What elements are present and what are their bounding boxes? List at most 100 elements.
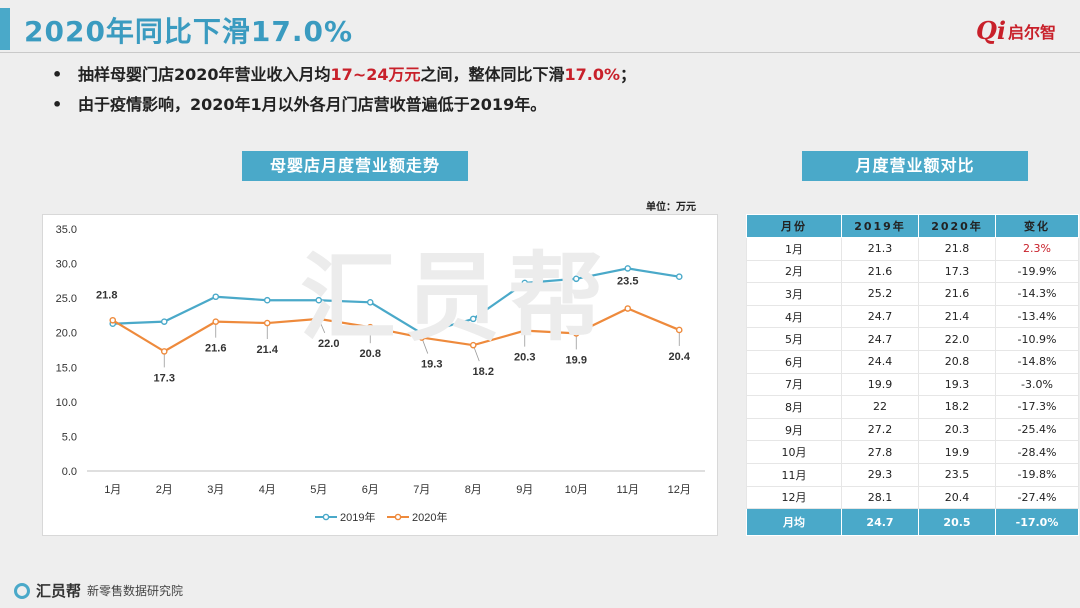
cell-2020: 20.8: [918, 349, 996, 374]
data-point: [366, 298, 374, 306]
x-tick-label: 3月: [207, 484, 224, 496]
bullet-dot: •: [52, 65, 63, 84]
avg-2020: 20.5: [918, 508, 996, 537]
cell-2019: 27.8: [841, 440, 919, 464]
cell-month: 1月: [746, 237, 842, 261]
x-tick-label: 11月: [617, 484, 639, 496]
cell-change: -14.3%: [995, 282, 1079, 306]
data-label: 19.3: [421, 359, 442, 371]
cell-2019: 24.4: [841, 349, 919, 374]
bullet-text: 抽样母婴门店2020年营业收入月均17~24万元之间，整体同比下滑17.0%；: [78, 65, 637, 84]
title-accent-bar: [0, 8, 10, 50]
data-label: 23.5: [617, 276, 638, 288]
bullet-item: • 抽样母婴门店2020年营业收入月均17~24万元之间，整体同比下滑17.0%…: [52, 60, 636, 90]
cell-change: -28.4%: [995, 440, 1079, 464]
title-divider: [0, 52, 1080, 53]
cell-2019: 24.7: [841, 304, 919, 329]
cell-change: -19.8%: [995, 462, 1079, 487]
data-point: [469, 315, 477, 323]
cell-change: -3.0%: [995, 372, 1079, 397]
data-point: [572, 330, 580, 337]
cell-2019: 21.3: [841, 237, 919, 261]
watermark: 汇员帮: [300, 242, 612, 354]
y-tick-label: 5.0: [62, 431, 77, 443]
header-2020: 2020年: [918, 214, 996, 238]
data-point: [160, 348, 168, 355]
line-chart: 0.0 5.0 10.0 15.0 20.0 25.0 30.0 35.0 1月 2月 3月 4月 5月…: [56, 224, 705, 524]
table-section-title: 月度营业额对比: [802, 151, 1028, 181]
footer: 汇员帮 新零售数据研究院: [14, 580, 183, 601]
x-tick-label: 8月: [465, 484, 482, 496]
footer-text: 新零售数据研究院: [87, 584, 184, 598]
cell-2019: 21.6: [841, 259, 919, 284]
cell-month: 12月: [746, 485, 842, 510]
table-row: 7月 19.9 19.3 -3.0%: [746, 372, 1079, 397]
cell-change: 2.3%: [995, 237, 1079, 261]
data-label: 18.2: [473, 366, 494, 378]
chart-section-title: 母婴店月度营业额走势: [242, 151, 468, 181]
table-row: 9月 27.2 20.3 -25.4%: [746, 417, 1079, 442]
data-point: [212, 318, 220, 325]
table-row: 5月 24.7 22.0 -10.9%: [746, 327, 1079, 351]
cell-change: -10.9%: [995, 327, 1079, 351]
cell-2019: 19.9: [841, 372, 919, 397]
unit-label: 单位：万元: [646, 202, 696, 213]
y-tick-label: 10.0: [56, 397, 77, 409]
cell-2020: 18.2: [918, 395, 996, 419]
cell-month: 11月: [746, 462, 842, 487]
y-tick-label: 15.0: [56, 362, 77, 374]
table-row: 8月 22 18.2 -17.3%: [746, 395, 1079, 419]
x-tick-label: 9月: [516, 484, 533, 496]
data-point: [212, 293, 220, 301]
cell-month: 9月: [746, 417, 842, 442]
brand-logo: Qi 启尔智: [976, 16, 1056, 45]
cell-change: -25.4%: [995, 417, 1079, 442]
cell-2019: 22: [841, 395, 919, 419]
cell-2019: 27.2: [841, 417, 919, 442]
x-tick-label: 2月: [156, 484, 173, 496]
cell-change: -19.9%: [995, 259, 1079, 284]
y-tick-label: 25.0: [56, 293, 77, 305]
cell-2019: 29.3: [841, 462, 919, 487]
table-row: 2月 21.6 17.3 -19.9%: [746, 259, 1079, 284]
x-tick-label: 12月: [668, 484, 691, 496]
data-label: 21.6: [205, 343, 226, 355]
series-line-2020年: [112, 307, 680, 353]
cell-change: -14.8%: [995, 349, 1079, 374]
cell-2020: 19.9: [918, 440, 996, 464]
x-tick-label: 1月: [104, 484, 121, 496]
legend-marker: [394, 513, 402, 521]
table-row: 3月 25.2 21.6 -14.3%: [746, 282, 1079, 306]
table-row: 10月 27.8 19.9 -28.4%: [746, 440, 1079, 464]
cell-change: -13.4%: [995, 304, 1079, 329]
avg-label: 月均: [746, 508, 842, 537]
legend-label: 2020年: [412, 510, 447, 524]
data-point: [109, 316, 117, 324]
data-label: 20.3: [514, 352, 535, 364]
header-change: 变化: [995, 214, 1079, 238]
x-tick-label: 5月: [310, 484, 327, 496]
data-label: 22.0: [318, 338, 339, 350]
cell-2020: 17.3: [918, 259, 996, 284]
table-average-row: 月均 24.7 20.5 -17.0%: [746, 508, 1079, 537]
table-row: 11月 29.3 23.5 -19.8%: [746, 462, 1079, 487]
cell-2020: 21.6: [918, 282, 996, 306]
data-point: [418, 334, 426, 341]
footer-brand: 汇员帮: [36, 582, 82, 600]
cell-2020: 22.0: [918, 327, 996, 351]
table-row: 6月 24.4 20.8 -14.8%: [746, 349, 1079, 374]
cell-month: 5月: [746, 327, 842, 351]
x-tick-label: 6月: [362, 484, 379, 496]
data-label: 17.3: [154, 372, 175, 384]
data-label: 20.8: [360, 348, 381, 360]
cell-2020: 23.5: [918, 462, 996, 487]
header-month: 月份: [746, 214, 842, 238]
data-point: [263, 296, 271, 304]
table-row: 1月 21.3 21.8 2.3%: [746, 237, 1079, 261]
data-point: [366, 323, 374, 331]
data-label: 21.8: [96, 289, 117, 301]
avg-change: -17.0%: [995, 508, 1079, 537]
cell-change: -27.4%: [995, 485, 1079, 510]
series-line-2019年: [112, 267, 680, 335]
cell-month: 6月: [746, 349, 842, 374]
